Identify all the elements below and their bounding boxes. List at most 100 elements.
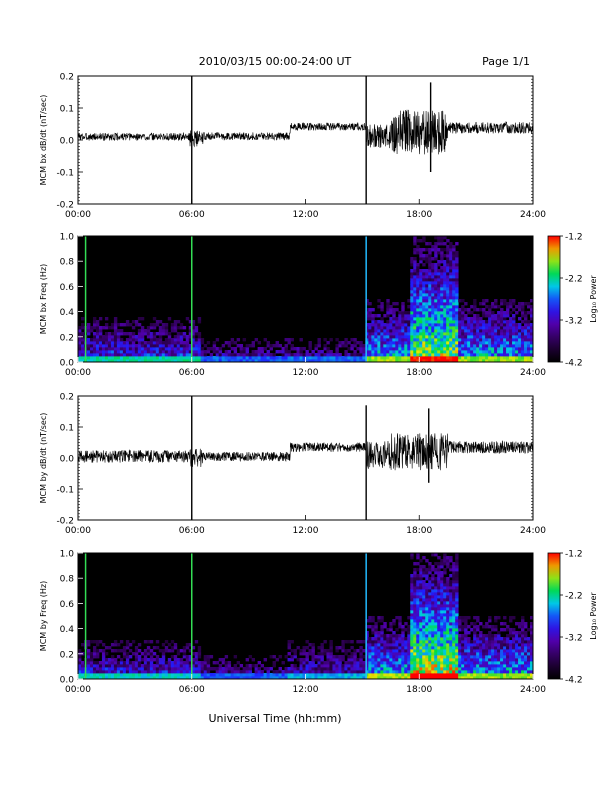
spectrogram-cell	[488, 661, 492, 665]
spectrogram-cell	[116, 661, 121, 665]
spectrogram-cell	[512, 637, 516, 641]
spectrogram-cell	[509, 338, 513, 342]
spectrogram-cell	[419, 293, 423, 297]
spectrogram-cell	[416, 658, 420, 662]
spectrogram-cell	[506, 314, 510, 318]
spectrogram-cell	[371, 326, 375, 330]
spectrogram-cell	[446, 335, 450, 339]
spectrogram-cell	[425, 272, 429, 276]
spectrogram-cell	[119, 661, 124, 665]
spectrogram-cell	[461, 619, 465, 623]
spectrogram-cell	[224, 356, 229, 360]
spectrogram-cell	[86, 344, 91, 348]
spectrogram-cell	[149, 664, 154, 668]
spectrogram-cell	[110, 347, 115, 351]
spectrogram-cell	[527, 643, 531, 647]
spectrogram-cell	[410, 302, 414, 306]
spectrogram-cell	[530, 625, 534, 629]
spectrogram-cell	[86, 661, 91, 665]
spectrogram-cell	[398, 637, 402, 641]
x-tick-label: 00:00	[65, 685, 91, 695]
spectrogram-cell	[428, 586, 432, 590]
spectrogram-cell	[410, 353, 414, 357]
spectrogram-cell	[107, 359, 112, 363]
spectrogram-cell	[362, 661, 366, 665]
spectrogram-cell	[467, 646, 471, 650]
spectrogram-cell	[431, 625, 435, 629]
spectrogram-cell	[452, 356, 456, 360]
spectrogram-cell	[233, 359, 238, 363]
spectrogram-cell	[518, 353, 522, 357]
spectrogram-cell	[467, 625, 471, 629]
spectrogram-cell	[92, 332, 97, 336]
spectrogram-cell	[344, 649, 348, 653]
spectrogram-cell	[368, 335, 372, 339]
spectrogram-cell	[155, 350, 160, 354]
spectrogram-cell	[512, 317, 516, 321]
spectrogram-cell	[422, 305, 426, 309]
spectrogram-cell	[245, 676, 250, 680]
spectrogram-cell	[422, 350, 426, 354]
spectrogram-cell	[443, 305, 447, 309]
spectrogram-cell	[374, 631, 378, 635]
spectrogram-cell	[488, 311, 492, 315]
spectrogram-cell	[386, 347, 390, 351]
spectrogram-cell	[485, 305, 489, 309]
spectrogram-cell	[95, 320, 100, 324]
spectrogram-cell	[176, 661, 181, 665]
spectrogram-cell	[80, 347, 85, 351]
spectrogram-cell	[479, 661, 483, 665]
spectrogram-cell	[269, 356, 273, 360]
spectrogram-cell	[527, 332, 531, 336]
spectrogram-cell	[356, 658, 360, 662]
spectrogram-cell	[509, 329, 513, 333]
spectrogram-cell	[515, 646, 519, 650]
spectrogram-cell	[323, 353, 327, 357]
spectrogram-cell	[158, 670, 163, 674]
spectrogram-cell	[413, 646, 417, 650]
spectrogram-cell	[143, 359, 148, 363]
spectrogram-cell	[443, 577, 447, 581]
spectrogram-cell	[467, 658, 471, 662]
spectrogram-cell	[437, 592, 441, 596]
spectrogram-cell	[446, 601, 450, 605]
spectrogram-cell	[440, 592, 444, 596]
spectrogram-cell	[440, 607, 444, 611]
spectrogram-cell	[386, 676, 390, 680]
spectrogram-cell	[146, 359, 151, 363]
spectrogram-cell	[530, 646, 534, 650]
spectrogram-cell	[503, 335, 507, 339]
spectrogram-cell	[167, 353, 172, 357]
spectrogram-cell	[308, 673, 312, 677]
spectrogram-cell	[440, 676, 444, 680]
spectrogram-cell	[449, 266, 453, 270]
spectrogram-cell	[527, 652, 531, 656]
spectrogram-cell	[419, 332, 423, 336]
spectrogram-cell	[299, 649, 303, 653]
spectrogram-cell	[491, 634, 495, 638]
spectrogram-cell	[101, 655, 106, 659]
spectrogram-cell	[443, 272, 447, 276]
spectrogram-cell	[458, 619, 462, 623]
spectrogram-cell	[452, 299, 456, 303]
spectrogram-cell	[155, 353, 160, 357]
spectrogram-cell	[440, 239, 444, 243]
spectrogram-cell	[458, 320, 462, 324]
spectrogram-cell	[434, 350, 438, 354]
spectrogram-cell	[455, 655, 459, 659]
spectrogram-cell	[521, 335, 525, 339]
y-tick-label: 0.8	[60, 575, 75, 585]
spectrogram-cell	[125, 341, 130, 345]
spectrogram-cell	[437, 338, 441, 342]
spectrogram-cell	[374, 673, 378, 677]
spectrogram-cell	[95, 652, 100, 656]
spectrogram-cell	[323, 664, 327, 668]
spectrogram-cell	[449, 619, 453, 623]
spectrogram-cell	[449, 616, 453, 620]
spectrogram-cell	[221, 673, 226, 677]
spectrogram-cell	[227, 661, 232, 665]
spectrogram-cell	[440, 290, 444, 294]
spectrogram-cell	[422, 571, 426, 575]
spectrogram-cell	[500, 326, 504, 330]
spectrogram-cell	[416, 317, 420, 321]
